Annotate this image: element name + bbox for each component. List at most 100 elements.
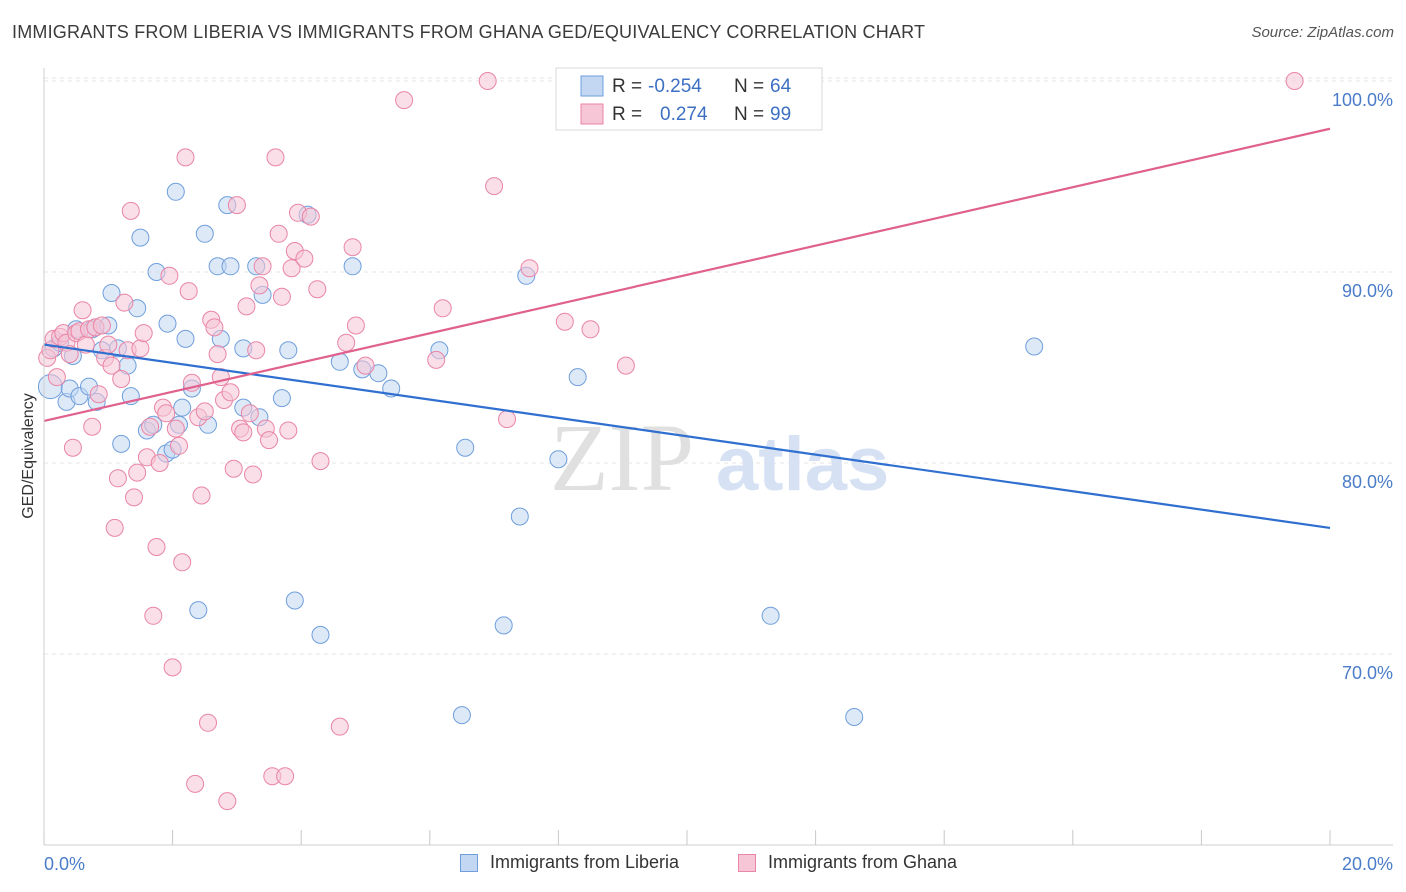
liberia-point [272,389,291,408]
y-tick-label: 70.0% [1342,663,1393,683]
ghana-point [227,196,246,215]
liberia-point [761,606,780,625]
bottom-legend-item-liberia[interactable]: Immigrants from Liberia [460,852,679,873]
ghana-point [301,207,320,226]
ghana-point [89,385,108,404]
ghana-point [244,465,262,484]
series-ghana-points [38,72,1304,811]
ghana-point [170,436,188,455]
ghana-point [163,658,182,677]
ghana-point [73,301,92,320]
trendline-liberia [43,343,1331,530]
ghana-point [128,463,147,482]
liberia-point [189,601,208,620]
liberia-point [452,706,471,725]
legend-box: R = -0.254 N = 64 R = 0.274 N = 99 [555,67,823,131]
watermark: ZIP atlas [550,404,889,511]
ghana-point [247,341,266,360]
liberia-point [195,224,214,243]
ghana-point [237,297,256,316]
liberia-point [845,708,864,726]
ghana-point [141,417,160,436]
source-label: Source: ZipAtlas.com [1251,24,1394,41]
bottom-legend-swatch-liberia [460,853,478,872]
ghana-point [199,713,217,732]
ghana-point [276,767,295,786]
axes [43,68,1393,846]
liberia-point [279,341,298,360]
ghana-point [581,320,600,339]
ghana-point [144,606,163,625]
trend-lines [43,127,1331,530]
ghana-point [92,316,111,335]
legend-n-label-ghana: N = [734,104,764,125]
liberia-point [1025,337,1044,356]
ghana-point [115,293,134,312]
ghana-point [195,402,214,421]
grid-lines [44,77,1393,655]
ghana-point [205,318,224,337]
liberia-point [221,257,240,276]
ghana-point [346,316,365,335]
ghana-point [224,459,243,478]
ghana-point [266,148,285,167]
liberia-point [285,591,304,610]
ghana-point [250,276,269,295]
ghana-point [555,312,574,331]
ghana-point [147,538,166,556]
liberia-point [510,507,529,526]
ghana-point [150,454,169,472]
legend-n-value-ghana: 99 [770,104,791,125]
watermark-atlas: atlas [716,422,889,507]
chart-title: IMMIGRANTS FROM LIBERIA VS IMMIGRANTS FR… [12,22,926,42]
liberia-point [456,438,475,457]
ghana-point [337,333,356,352]
y-tick-label: 90.0% [1342,281,1393,301]
legend-swatch-ghana [580,103,604,125]
legend-swatch-liberia [580,75,604,97]
legend-n-label-liberia: N = [734,76,764,97]
ghana-point [616,356,635,375]
bottom-legend-swatch-ghana [738,853,756,872]
liberia-point [102,284,121,302]
x-tick-label-max: 20.0% [1342,854,1393,874]
ghana-point [176,148,195,167]
bottom-legend-label-liberia: Immigrants from Liberia [490,852,680,872]
liberia-point [112,434,131,453]
legend-r-label-liberia: R = [612,76,642,97]
ghana-point [260,431,278,450]
ghana-point [218,792,237,811]
liberia-point [568,368,587,387]
ghana-point [253,257,272,276]
ghana-point [311,452,330,471]
legend-n-value-liberia: 64 [770,76,792,97]
liberia-point [494,616,513,635]
x-ticks [43,830,1331,845]
ghana-point [186,774,205,793]
liberia-point [166,182,185,201]
ghana-point [295,249,314,268]
ghana-point [520,259,539,278]
ghana-point [498,410,516,429]
y-tick-label: 80.0% [1342,472,1393,492]
ghana-point [208,345,227,364]
x-tick-label-min: 0.0% [44,854,85,874]
ghana-point [121,201,140,220]
legend-r-value-ghana: 0.274 [660,104,708,125]
liberia-point [131,228,150,247]
ghana-point [179,282,198,301]
y-tick-label: 100.0% [1332,90,1393,110]
bottom-legend: Immigrants from Liberia Immigrants from … [0,850,1406,880]
ghana-point [427,350,446,369]
liberia-point [176,329,195,348]
ghana-point [134,324,153,343]
bottom-legend-label-ghana: Immigrants from Ghana [768,852,958,872]
watermark-zip: ZIP [550,404,694,511]
bottom-legend-item-ghana[interactable]: Immigrants from Ghana [738,852,957,873]
ghana-point [395,91,414,110]
ghana-point [105,518,124,537]
ghana-point [157,404,176,423]
ghana-point [125,488,143,507]
ghana-point [108,469,127,488]
